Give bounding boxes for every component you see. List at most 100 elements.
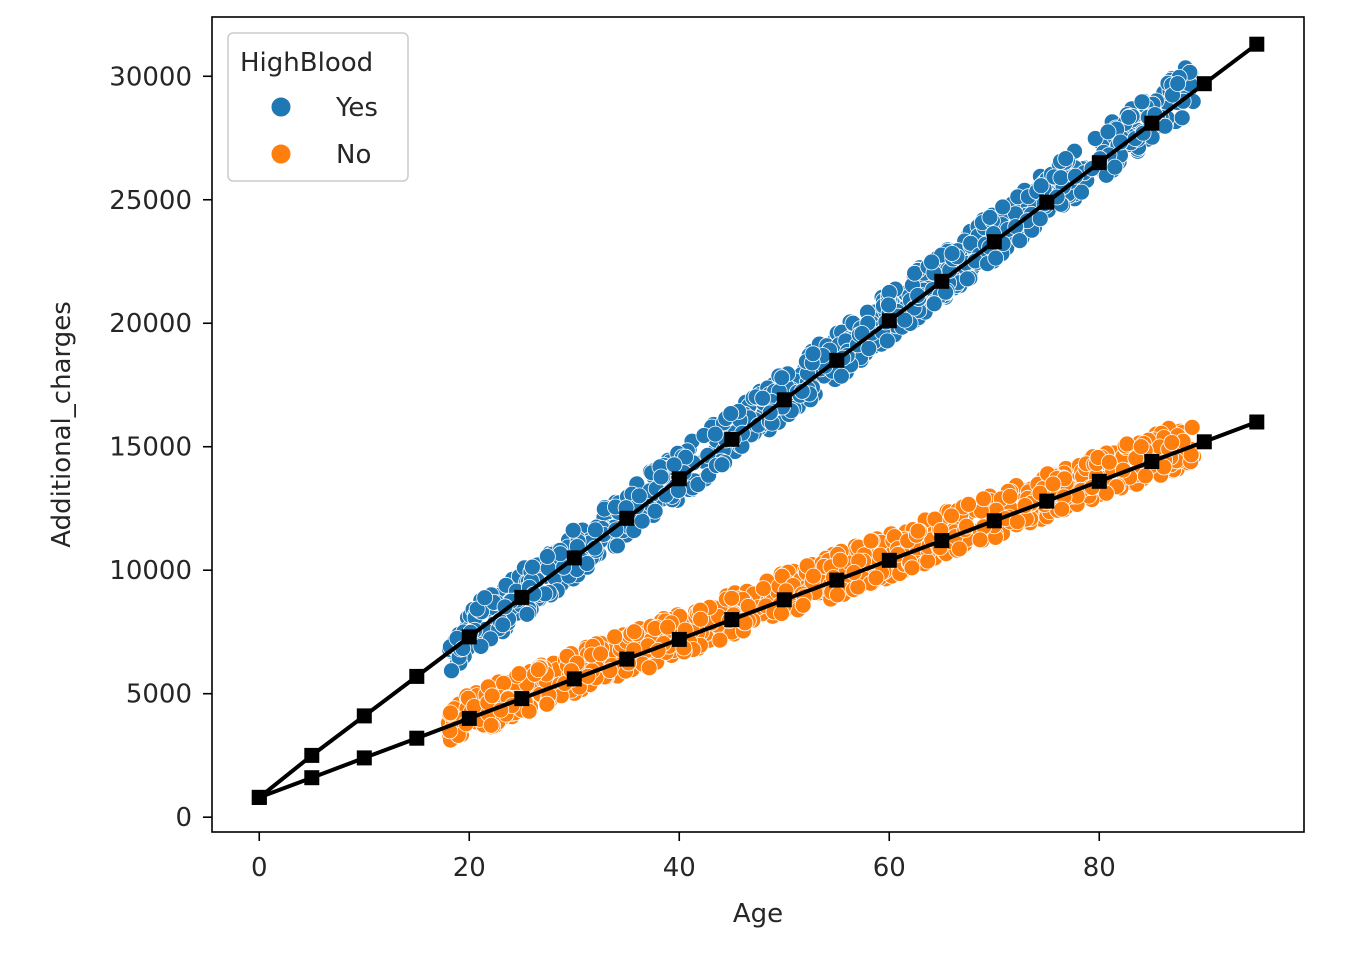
y-axis-label: Additional_charges	[47, 301, 77, 548]
line-marker	[829, 572, 845, 588]
scatter-point	[773, 369, 791, 387]
scatter-point	[971, 531, 989, 549]
scatter-point	[625, 623, 643, 641]
scatter-point	[943, 245, 961, 262]
scatter-point	[860, 340, 878, 357]
scatter-point	[722, 405, 740, 423]
line-marker	[1039, 194, 1055, 210]
line-layer	[251, 36, 1265, 805]
scatter-point	[630, 487, 648, 505]
scatter-point	[592, 645, 609, 663]
scatter-point	[1183, 418, 1201, 436]
scatter-point	[1118, 435, 1136, 453]
scatter-point	[1052, 169, 1070, 187]
line-marker	[304, 770, 320, 786]
scatter-point	[981, 208, 999, 226]
scatter-point	[1073, 183, 1090, 201]
line-marker	[356, 750, 372, 766]
scatter-point	[805, 567, 822, 585]
scatter-point	[794, 596, 812, 614]
scatter-point	[510, 665, 528, 682]
scatter-point	[925, 295, 943, 313]
line-marker	[671, 631, 687, 647]
line-marker	[986, 513, 1002, 529]
scatter-point	[862, 532, 880, 550]
line-marker	[1249, 36, 1265, 52]
scatter-point	[831, 551, 849, 569]
scatter-point	[878, 332, 896, 350]
line-marker	[619, 510, 635, 526]
scatter-point	[587, 521, 604, 539]
scatter-point	[867, 569, 885, 587]
scatter-point	[538, 695, 556, 713]
scatter-point	[564, 521, 582, 539]
line-marker	[881, 552, 897, 568]
scatter-point	[1057, 150, 1075, 168]
y-tick-label: 30000	[109, 62, 192, 92]
scatter-point	[659, 618, 676, 636]
scatter-point	[483, 687, 501, 705]
scatter-point	[1106, 158, 1124, 176]
line-marker	[776, 592, 792, 608]
scatter-point	[472, 638, 490, 655]
scatter-point	[1011, 232, 1029, 250]
scatter-point	[804, 345, 822, 363]
line-marker	[776, 392, 792, 408]
line-marker	[724, 612, 740, 628]
scatter-point	[529, 661, 547, 679]
scatter-point	[494, 616, 512, 634]
x-tick-label: 60	[873, 853, 906, 883]
x-axis-label: Age	[733, 899, 783, 929]
scatter-point	[755, 580, 772, 597]
scatter-point	[849, 578, 867, 596]
scatter-point	[1031, 210, 1049, 228]
line-marker	[409, 668, 425, 684]
legend-title: HighBlood	[240, 48, 373, 78]
scatter-point	[706, 425, 724, 443]
scatter-point	[1173, 109, 1191, 127]
scatter-point	[482, 716, 500, 734]
line-marker	[1249, 414, 1265, 430]
x-tick-label: 20	[453, 853, 486, 883]
line-marker	[1144, 454, 1160, 469]
scatter-point	[994, 198, 1012, 216]
scatter-point	[1120, 108, 1137, 126]
scatter-point	[919, 552, 937, 570]
scatter-point	[958, 270, 976, 288]
line-series-0	[251, 36, 1265, 805]
scatter-point	[476, 589, 494, 607]
scatter-point	[951, 540, 968, 558]
scatter-point	[754, 389, 772, 407]
line-marker	[304, 747, 320, 763]
scatter-point	[609, 537, 626, 555]
legend-label-yes: Yes	[335, 93, 378, 123]
scatter-point	[524, 558, 541, 576]
line-path	[258, 42, 1259, 799]
line-marker	[1144, 115, 1160, 131]
y-tick-label: 25000	[109, 186, 192, 216]
scatter-point	[442, 704, 459, 722]
line-marker	[1091, 155, 1107, 171]
line-marker	[934, 273, 950, 289]
scatter-point	[1001, 487, 1019, 505]
scatter-point	[652, 468, 670, 486]
scatter-point	[909, 522, 927, 540]
scatter-point	[1044, 475, 1062, 493]
legend-label-no: No	[336, 140, 371, 170]
line-marker	[251, 789, 267, 805]
scatter-point	[443, 662, 460, 680]
line-marker	[461, 710, 477, 726]
line-marker	[1039, 493, 1055, 509]
scatter-point	[943, 507, 960, 525]
line-marker	[566, 550, 582, 566]
y-tick-label: 5000	[126, 680, 192, 710]
scatter-point	[880, 296, 897, 314]
legend-box	[227, 32, 409, 182]
x-tick-label: 0	[251, 853, 268, 883]
y-tick-label: 15000	[109, 433, 192, 463]
scatter-point	[495, 674, 513, 692]
scatter-point	[906, 264, 923, 282]
scatter-point	[960, 495, 977, 513]
